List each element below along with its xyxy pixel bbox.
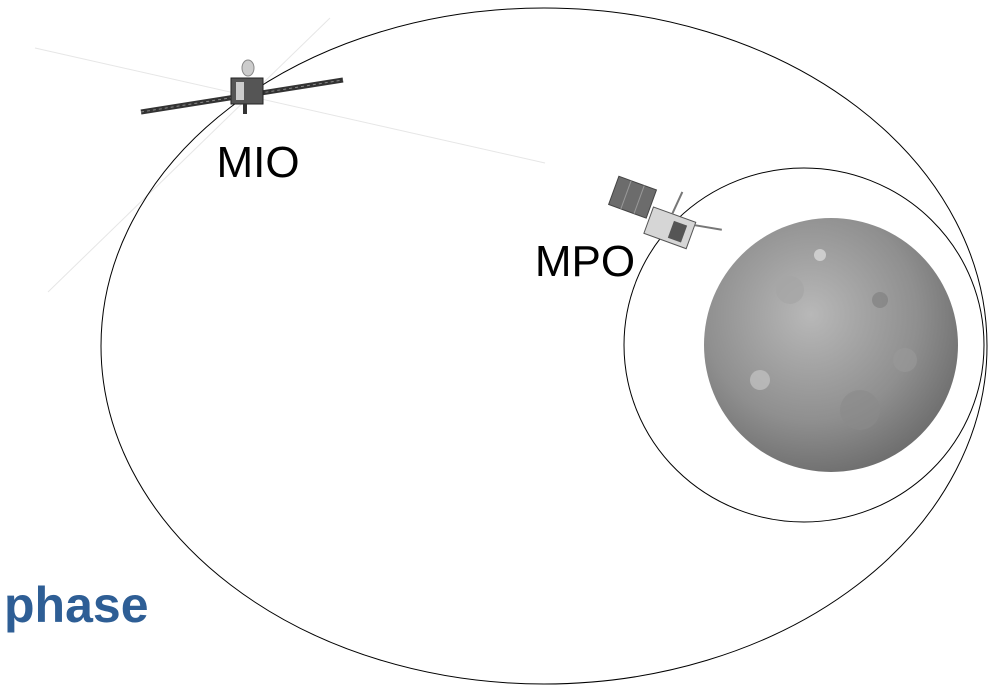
mpo-label: MPO [535, 237, 635, 286]
mio-label: MIO [216, 138, 299, 187]
mercury [704, 218, 958, 472]
page: {"labels": {"mio": "MIO", "mpo": "MPO", … [0, 0, 1002, 685]
mio-spacecraft [141, 60, 343, 114]
phase-label: phase [4, 577, 149, 633]
orbit-diagram: MIO MPO phase [0, 0, 1002, 685]
